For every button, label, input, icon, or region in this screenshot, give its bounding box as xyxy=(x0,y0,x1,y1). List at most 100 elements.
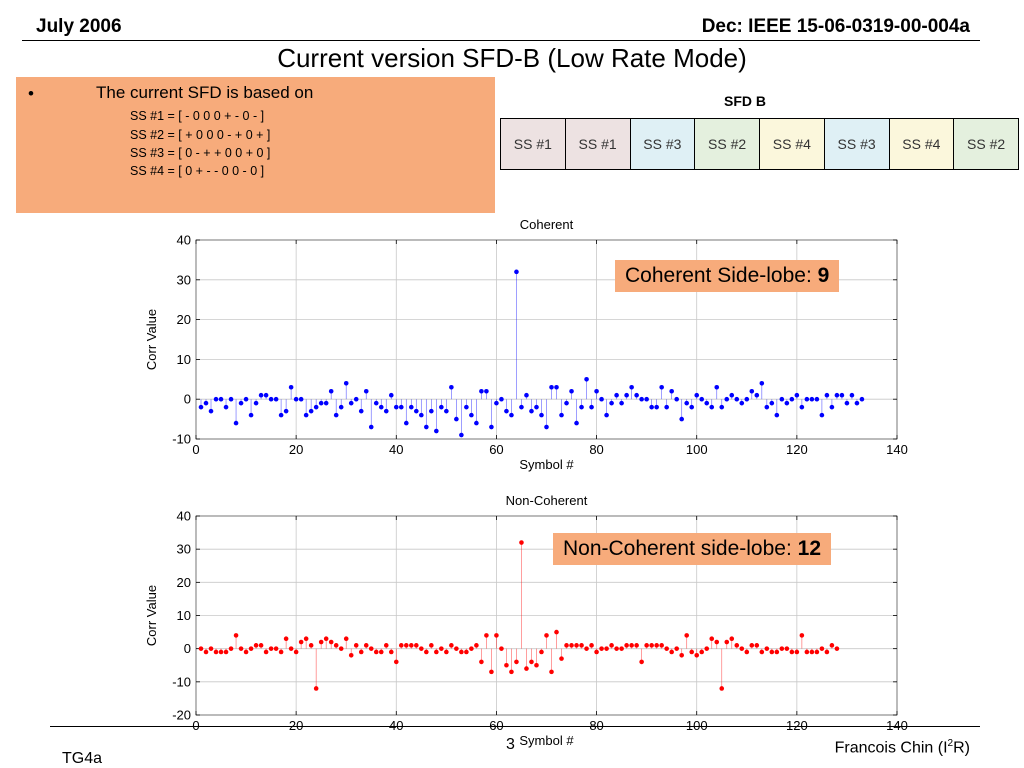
sfd-cell: SS #4 xyxy=(889,119,955,169)
x-tick-label: 140 xyxy=(886,442,908,457)
data-point xyxy=(414,408,419,414)
data-point xyxy=(799,633,805,638)
data-point xyxy=(714,639,720,645)
data-point xyxy=(474,643,479,648)
data-point xyxy=(694,392,700,398)
data-point xyxy=(604,412,609,418)
data-point xyxy=(734,396,740,402)
chart-title: Non-Coherent xyxy=(506,493,588,508)
data-point xyxy=(684,400,689,406)
data-point xyxy=(744,649,750,655)
data-point xyxy=(454,646,459,651)
data-point xyxy=(629,384,634,390)
data-point xyxy=(514,659,519,665)
data-point xyxy=(599,646,604,651)
data-point xyxy=(704,646,710,651)
data-point xyxy=(754,392,760,398)
data-point xyxy=(809,396,815,402)
data-point xyxy=(258,392,264,398)
data-point xyxy=(694,653,700,658)
data-point xyxy=(368,424,374,430)
data-point xyxy=(268,646,274,651)
data-point xyxy=(248,412,254,418)
data-point xyxy=(769,400,775,406)
data-point xyxy=(208,408,214,414)
noncoherent-sidelobe-value: 12 xyxy=(797,537,821,560)
data-point xyxy=(298,639,304,645)
sfd-cell: SS #3 xyxy=(824,119,890,169)
data-point xyxy=(729,392,735,398)
data-point xyxy=(504,662,509,668)
data-point xyxy=(318,639,324,645)
data-point xyxy=(253,643,259,648)
data-point xyxy=(814,396,820,402)
data-point xyxy=(734,643,740,648)
data-point xyxy=(469,412,474,418)
x-tick-label: 120 xyxy=(786,718,808,733)
data-point xyxy=(333,412,339,418)
data-point xyxy=(393,404,399,410)
data-point xyxy=(524,666,529,671)
data-point xyxy=(589,643,594,648)
data-point xyxy=(549,384,554,390)
data-point xyxy=(709,636,715,642)
data-point xyxy=(804,649,810,655)
data-point xyxy=(383,643,389,648)
data-point xyxy=(544,424,549,430)
noncoherent-sidelobe-label: Non-Coherent side-lobe: xyxy=(563,537,798,560)
sfd-sequence-table: SS #1 SS #1 SS #3 SS #2 SS #4 SS #3 SS #4 SS #2 xyxy=(500,118,1019,170)
data-point xyxy=(779,646,785,651)
data-point xyxy=(348,653,354,658)
data-point xyxy=(589,404,594,410)
data-point xyxy=(198,404,204,410)
data-point xyxy=(554,629,559,635)
data-point xyxy=(829,643,835,648)
data-point xyxy=(564,643,569,648)
data-point xyxy=(534,662,539,668)
data-point xyxy=(584,646,589,651)
data-point xyxy=(439,404,444,410)
data-point xyxy=(794,649,800,655)
data-point xyxy=(268,396,274,402)
y-tick-label: -20 xyxy=(172,708,191,723)
data-point xyxy=(584,377,589,382)
data-point xyxy=(363,388,369,394)
data-point xyxy=(804,396,810,402)
data-point xyxy=(419,412,424,418)
data-point xyxy=(599,396,604,402)
data-point xyxy=(844,400,850,406)
data-point xyxy=(388,392,394,398)
x-tick-label: 100 xyxy=(686,442,708,457)
data-point xyxy=(799,404,805,410)
data-point xyxy=(434,428,439,434)
data-point xyxy=(644,396,649,402)
data-point xyxy=(208,646,214,651)
data-point xyxy=(343,636,349,642)
data-point xyxy=(769,649,775,655)
data-point xyxy=(754,643,760,648)
data-point xyxy=(854,400,860,406)
coherent-sidelobe-callout: Coherent Side-lobe: 9 xyxy=(615,260,840,292)
data-point xyxy=(203,649,209,655)
x-tick-label: 0 xyxy=(192,718,199,733)
data-point xyxy=(579,404,584,410)
data-point xyxy=(218,396,224,402)
data-point xyxy=(654,643,659,648)
x-tick-label: 60 xyxy=(489,718,503,733)
data-point xyxy=(358,649,364,655)
data-point xyxy=(604,646,609,651)
data-point xyxy=(759,380,765,386)
ss-definition-1: SS #1 = [ - 0 0 0 + - 0 - ] xyxy=(130,109,265,123)
data-point xyxy=(509,412,514,418)
data-point xyxy=(664,646,669,651)
data-point xyxy=(479,659,484,665)
data-point xyxy=(459,649,464,655)
data-point xyxy=(223,404,229,410)
data-point xyxy=(333,643,339,648)
footer-group: TG4a xyxy=(62,750,103,767)
data-point xyxy=(519,540,524,545)
data-point xyxy=(258,643,264,648)
data-point xyxy=(499,646,504,651)
header-document-id: Dec: IEEE 15-06-0319-00-004a xyxy=(701,16,970,37)
